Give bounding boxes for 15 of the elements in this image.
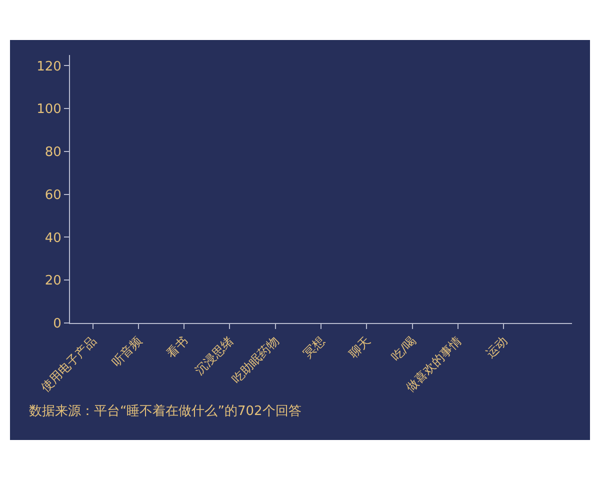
x-tick-label: 运动 <box>483 334 510 361</box>
y-tick-label: 40 <box>44 230 62 246</box>
y-tick-label: 20 <box>44 274 62 289</box>
x-tick-label: 聊天 <box>346 334 374 361</box>
y-tick-label: 100 <box>36 102 62 118</box>
y-tick-label: 120 <box>36 59 62 74</box>
x-tick-label: 使用电子产品 <box>38 334 100 395</box>
x-tick-label: 看书 <box>164 334 190 361</box>
y-tick-label: 0 <box>53 316 62 332</box>
x-tick-label: 听音频 <box>109 334 145 370</box>
y-tick-label: 80 <box>44 145 62 160</box>
x-tick-label: 冥想 <box>300 334 328 361</box>
source-note: 数据来源：平台“睡不着在做什么”的702个回答 <box>29 403 302 419</box>
y-tick-label: 60 <box>44 188 62 203</box>
x-tick-label: 吃/喝 <box>388 334 419 364</box>
